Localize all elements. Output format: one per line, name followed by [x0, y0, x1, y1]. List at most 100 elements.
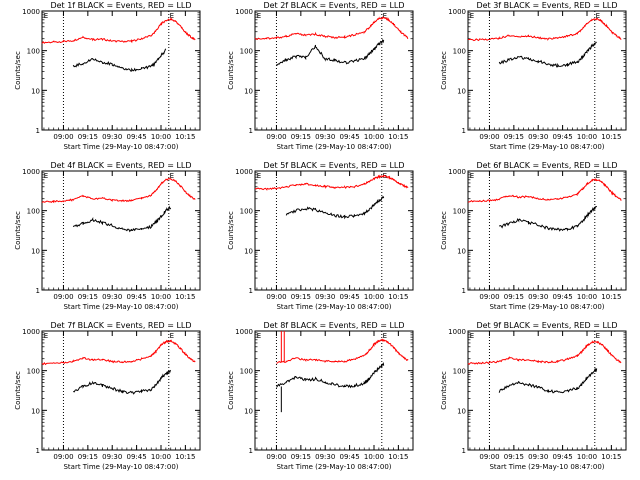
x-axis-label: Start Time (29-May-10 08:47:00) — [276, 303, 391, 311]
x-tick-label: 09:00 — [266, 293, 286, 301]
x-tick-label: 09:45 — [553, 453, 573, 461]
x-tick-label: 10:15 — [388, 293, 408, 301]
event-marker-label: E — [596, 332, 600, 340]
series-events-line — [276, 362, 385, 389]
x-tick-label: 09:30 — [315, 453, 335, 461]
x-tick-label: 10:00 — [364, 133, 384, 141]
plot-frame — [41, 170, 201, 291]
series-lld-line — [468, 17, 622, 42]
event-marker-label: E — [596, 12, 600, 20]
y-tick-label: 1000 — [22, 168, 40, 176]
x-tick-label: 09:00 — [266, 133, 286, 141]
x-tick-label: 09:30 — [102, 293, 122, 301]
y-tick-label: 100 — [453, 208, 466, 216]
x-tick-label: 10:00 — [151, 293, 171, 301]
x-tick-label: 10:15 — [388, 453, 408, 461]
series-events-line — [498, 41, 597, 68]
chart-title: Det 5f BLACK = Events, RED = LLD — [263, 161, 404, 170]
chart-title: Det 4f BLACK = Events, RED = LLD — [50, 161, 191, 170]
series-lld-line — [276, 338, 409, 364]
x-tick-label: 09:30 — [315, 133, 335, 141]
series-events-line — [285, 195, 385, 220]
x-tick-label: 09:15 — [78, 293, 98, 301]
plot-frame — [41, 330, 201, 451]
x-axis-label: Start Time (29-May-10 08:47:00) — [276, 143, 391, 151]
detector-chart-6: Det 6f BLACK = Events, RED = LLD 1 10 100 10… — [440, 161, 627, 311]
x-tick-label: 10:00 — [151, 453, 171, 461]
y-tick-label: 1000 — [22, 8, 40, 16]
event-marker-label: E — [470, 172, 474, 180]
y-axis-label: Counts/sec — [14, 371, 22, 410]
y-tick-label: 1000 — [235, 328, 253, 336]
x-tick-label: 09:30 — [102, 453, 122, 461]
plot-frame — [467, 330, 627, 451]
event-marker-label: E — [44, 172, 48, 180]
event-marker-label: E — [257, 172, 261, 180]
y-axis-label: Counts/sec — [227, 211, 235, 250]
x-axis-label: Start Time (29-May-10 08:47:00) — [63, 303, 178, 311]
x-tick-label: 09:45 — [340, 293, 360, 301]
series-lld-line — [41, 17, 196, 44]
plot-frame — [254, 330, 414, 451]
chart-title: Det 2f BLACK = Events, RED = LLD — [263, 1, 404, 10]
x-tick-label: 10:15 — [388, 133, 408, 141]
x-axis-label: Start Time (29-May-10 08:47:00) — [63, 463, 178, 471]
y-tick-label: 1 — [462, 127, 466, 135]
x-tick-label: 09:30 — [102, 133, 122, 141]
y-tick-label: 1000 — [448, 168, 466, 176]
x-tick-label: 10:15 — [175, 293, 195, 301]
x-tick-label: 10:15 — [175, 133, 195, 141]
y-tick-label: 100 — [453, 48, 466, 56]
series-events-line — [276, 38, 385, 66]
y-tick-label: 1000 — [448, 8, 466, 16]
x-tick-label: 09:45 — [127, 133, 147, 141]
series-lld-line — [254, 16, 409, 40]
y-tick-label: 100 — [27, 48, 40, 56]
y-axis-label: Counts/sec — [440, 371, 448, 410]
chart-title: Det 3f BLACK = Events, RED = LLD — [476, 1, 617, 10]
x-tick-label: 09:30 — [315, 293, 335, 301]
event-marker-label: E — [170, 12, 174, 20]
x-tick-label: 10:00 — [577, 133, 597, 141]
series-lld-line — [41, 339, 196, 366]
x-axis-label: Start Time (29-May-10 08:47:00) — [489, 303, 604, 311]
event-marker-label: E — [257, 12, 261, 20]
detector-chart-5: Det 5f BLACK = Events, RED = LLD 1 10 100 10… — [227, 161, 414, 311]
y-tick-label: 10 — [457, 87, 466, 95]
y-tick-label: 1000 — [235, 168, 253, 176]
x-tick-label: 09:15 — [504, 453, 524, 461]
y-tick-label: 1 — [36, 287, 40, 295]
plot-frame — [254, 10, 414, 131]
x-tick-label: 10:00 — [364, 453, 384, 461]
x-tick-label: 10:00 — [577, 293, 597, 301]
y-tick-label: 10 — [244, 87, 253, 95]
detector-chart-1: Det 1f BLACK = Events, RED = LLD 1 10 100 10… — [14, 1, 201, 151]
y-tick-label: 100 — [240, 48, 253, 56]
x-tick-label: 10:15 — [175, 453, 195, 461]
x-tick-label: 09:15 — [504, 133, 524, 141]
event-marker-label: E — [170, 332, 174, 340]
x-tick-label: 09:15 — [78, 453, 98, 461]
y-axis-label: Counts/sec — [227, 371, 235, 410]
x-tick-label: 09:00 — [53, 133, 73, 141]
x-tick-label: 09:45 — [340, 133, 360, 141]
detector-chart-8: Det 8f BLACK = Events, RED = LLD 1 10 100 10… — [227, 321, 414, 471]
x-tick-label: 09:45 — [553, 133, 573, 141]
detector-chart-9: Det 9f BLACK = Events, RED = LLD 1 10 100 10… — [440, 321, 627, 471]
x-tick-label: 10:15 — [601, 133, 621, 141]
x-tick-label: 09:00 — [266, 453, 286, 461]
series-events-line — [498, 205, 598, 232]
x-tick-label: 10:00 — [151, 133, 171, 141]
chart-title: Det 7f BLACK = Events, RED = LLD — [50, 321, 191, 330]
x-axis-label: Start Time (29-May-10 08:47:00) — [489, 463, 604, 471]
y-tick-label: 10 — [31, 407, 40, 415]
series-events-line — [72, 369, 172, 395]
series-events-line — [72, 48, 167, 72]
x-tick-label: 09:00 — [479, 133, 499, 141]
y-tick-label: 1 — [36, 127, 40, 135]
chart-title: Det 8f BLACK = Events, RED = LLD — [263, 321, 404, 330]
y-tick-label: 1 — [249, 287, 253, 295]
y-tick-label: 100 — [453, 368, 466, 376]
plot-frame — [467, 170, 627, 291]
